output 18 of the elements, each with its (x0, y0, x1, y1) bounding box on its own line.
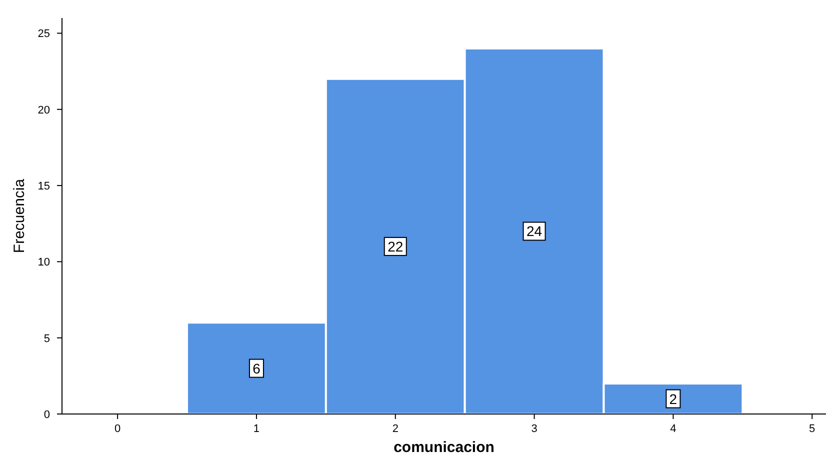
data-label: 6 (252, 360, 261, 376)
y-tick-label: 0 (44, 409, 50, 421)
x-tick-label: 3 (531, 423, 538, 435)
y-tick-label: 10 (38, 256, 50, 269)
y-tick-label: 25 (38, 28, 50, 40)
y-tick-label: 15 (38, 180, 50, 193)
x-axis-title: comunicacion (394, 439, 494, 456)
x-tick-label: 1 (253, 423, 260, 435)
x-tick-label: 2 (392, 423, 398, 435)
data-label: 2 (669, 390, 678, 407)
x-tick-label: 0 (114, 423, 121, 435)
x-tick-label: 4 (670, 423, 676, 435)
y-tick-label: 20 (38, 104, 50, 116)
data-label: 22 (388, 238, 404, 254)
x-tick-label: 5 (809, 423, 816, 435)
y-tick-label: 5 (44, 332, 50, 345)
data-label: 24 (526, 223, 542, 240)
y-axis-title: Frecuencia (11, 178, 28, 254)
